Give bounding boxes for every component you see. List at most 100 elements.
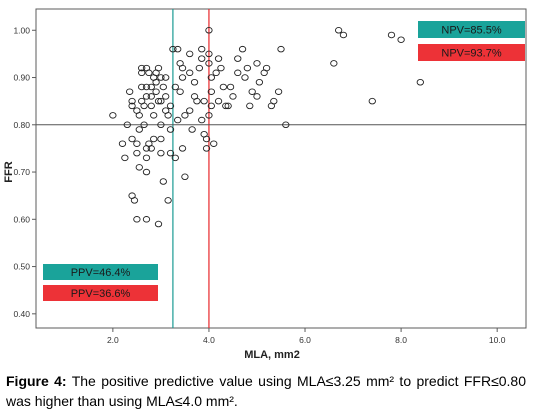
data-point [135,126,143,133]
data-point [152,79,160,86]
data-point [190,79,199,86]
x-tick-label: 8.0 [395,335,407,345]
data-point [128,102,136,110]
data-point [186,50,194,58]
data-point [142,154,151,162]
data-point [195,64,203,72]
data-point [133,140,141,147]
data-point [207,102,215,110]
data-point [157,74,165,81]
data-point [176,88,184,95]
data-point [166,126,175,133]
annotation-background [418,44,525,61]
data-point [224,102,232,110]
data-point [157,149,165,157]
data-point [130,197,139,204]
data-point [243,64,252,72]
data-point [200,130,208,138]
figure-caption: Figure 4: The positive predictive value … [6,371,526,411]
x-tick-label: 2.0 [107,335,119,345]
data-point [178,145,187,152]
data-point [241,74,249,81]
data-point [166,102,175,110]
data-point [200,97,208,105]
data-point [166,149,175,157]
data-point [133,216,141,223]
data-point [109,112,117,119]
data-point [387,31,396,39]
data-point [188,126,196,133]
data-point [147,145,155,152]
data-point [181,173,189,181]
y-tick-label: 1.00 [13,25,30,35]
data-point [186,107,194,114]
data-point [164,112,172,119]
data-point [253,93,261,100]
data-point [162,93,170,100]
data-point [205,27,213,34]
data-point [150,135,158,143]
data-point [145,69,153,77]
y-tick-label: 0.60 [13,214,30,224]
data-point [277,45,285,53]
annotation-label: PPV=46.4% [71,267,131,279]
data-point [128,135,136,143]
data-point [193,97,201,105]
annotations: NPV=85.5% NPV=93.7% PPV=46.4% PPV=36.6% [43,21,525,301]
data-point [169,45,177,53]
data-point [270,97,278,105]
data-point [198,45,206,53]
data-point [210,140,218,147]
data-point [159,178,167,185]
data-point [186,69,194,77]
y-axis-ticks: 0.40 0.50 0.60 0.70 0.80 0.90 1.00 [13,25,36,319]
data-point [133,107,141,114]
data-point [238,45,247,53]
data-point [140,102,148,110]
data-point [171,154,179,162]
data-point [198,55,206,62]
x-tick-label: 6.0 [299,335,311,345]
y-tick-label: 0.80 [13,120,30,130]
data-point [397,36,405,43]
data-point [147,102,155,110]
data-point [214,55,223,62]
annotation-label: NPV=93.7% [441,48,501,60]
data-point [171,83,179,91]
data-point [274,88,283,95]
data-point [142,216,151,223]
data-point [126,88,134,95]
data-point [164,197,172,204]
data-point [198,116,206,124]
annotation-box: PPV=46.4% [43,264,158,280]
data-point [217,64,225,72]
x-tick-label: 10.0 [489,335,506,345]
data-point [234,55,242,62]
data-point [205,50,213,58]
data-point [142,168,151,176]
data-point [253,60,261,67]
data-point [157,135,165,143]
data-point [178,64,187,72]
data-point [147,93,155,100]
data-point [262,64,271,72]
x-tick-label: 4.0 [203,335,215,345]
data-point [121,154,129,162]
data-point [222,102,230,110]
annotation-label: PPV=36.6% [71,288,131,300]
data-point [212,69,220,77]
x-axis-ticks: 2.0 4.0 6.0 8.0 10.0 [107,328,506,345]
plot-frame [35,8,527,329]
plot-border [35,8,527,329]
data-point [174,45,182,53]
data-point [147,83,155,91]
data-point [248,88,256,95]
data-point [154,220,163,228]
annotation-background [43,285,158,301]
data-point [416,79,424,86]
data-point [152,69,160,77]
data-point [207,88,215,95]
x-axis-label: MLA, mm2 [244,349,300,361]
